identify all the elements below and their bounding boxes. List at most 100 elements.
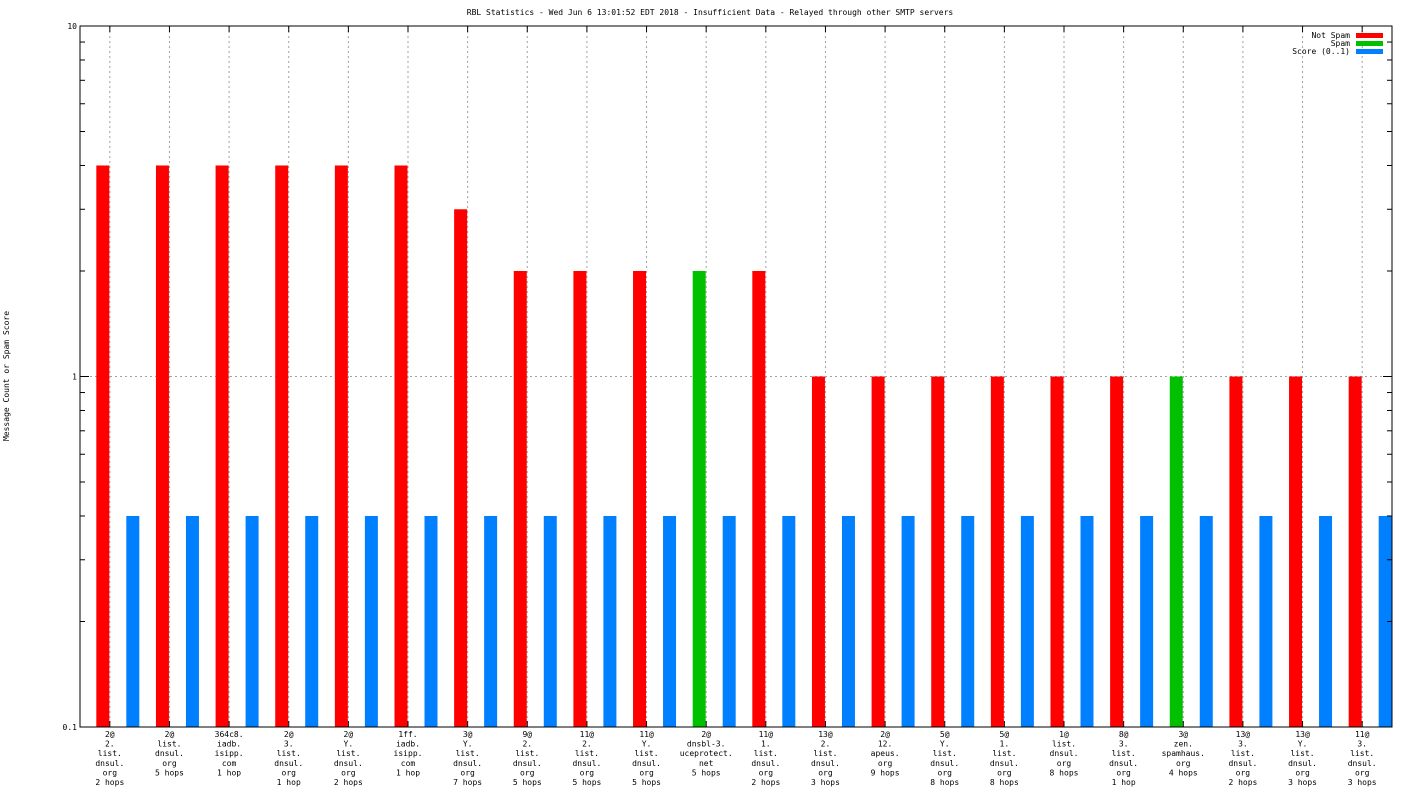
not-spam-bar (1289, 376, 1303, 727)
x-tick-label: 2@ dnsbl-3. uceprotect. net 5 hops (680, 730, 733, 777)
x-tick-label-line: list. (277, 749, 301, 758)
legend-swatch (1356, 41, 1383, 46)
x-tick-label-line: 7 hops (453, 778, 482, 787)
score-bar (782, 515, 796, 727)
bars (96, 165, 1392, 728)
score-bar (424, 515, 438, 727)
x-tick-label-line: 1@ (1059, 730, 1069, 739)
x-tick-label: 2@ list. dnsul. org 5 hops (155, 730, 184, 777)
not-spam-bar (931, 376, 945, 727)
x-tick-label-line: iadb. (396, 740, 420, 749)
x-tick-label-line: org (580, 768, 595, 777)
x-tick-label-line: 2 hops (751, 778, 780, 787)
x-tick-label-line: 1ff. (398, 730, 417, 739)
x-tick-label: 13@ Y. list. dnsul. org 3 hops (1288, 730, 1317, 787)
x-tick-label-line: com (222, 759, 237, 768)
not-spam-bar (752, 270, 766, 727)
x-tick-label-line: dnsul. (1348, 759, 1377, 768)
x-tick-label-line: 11@ (759, 730, 774, 739)
x-tick-label-line: 5 hops (155, 768, 184, 777)
x-tick-label-line: org (1355, 768, 1370, 777)
score-bar (484, 515, 498, 727)
x-tick-label-line: uceprotect. (680, 749, 733, 758)
x-tick-label-line: 2. (522, 740, 532, 749)
x-tick-label-line: org (282, 768, 297, 777)
x-tick-label-line: dnsul. (751, 759, 780, 768)
legend-swatch (1356, 49, 1383, 54)
x-tick-label-line: 12. (878, 740, 892, 749)
x-tick-label-line: 2@ (165, 730, 175, 739)
x-tick-label-line: dnsbl-3. (687, 740, 726, 749)
score-bar (1259, 515, 1273, 727)
x-tick-label-line: list. (515, 749, 539, 758)
x-tick-label-line: 3@ (1178, 730, 1188, 739)
x-tick-label-line: 2@ (880, 730, 890, 739)
x-tick-label-line: org (878, 759, 893, 768)
x-tick-label-line: dnsul. (632, 759, 661, 768)
legend-label: Spam (1331, 39, 1350, 48)
x-tick-label-line: 2@ (701, 730, 711, 739)
y-tick-label: 10 (67, 22, 77, 31)
x-tick-label-line: dnsul. (811, 759, 840, 768)
not-spam-bar (394, 165, 408, 727)
legend-swatch (1356, 33, 1383, 38)
x-tick-label-line: 2. (105, 740, 115, 749)
x-tick-label-line: 3. (284, 740, 294, 749)
x-tick-label-line: 11@ (639, 730, 654, 739)
score-bar (1378, 515, 1392, 727)
x-tick-label-line: org (520, 768, 535, 777)
x-tick-label-line: list. (1112, 749, 1136, 758)
score-bar (1140, 515, 1154, 727)
not-spam-bar (811, 376, 825, 727)
x-tick-label: 11@ 1. list. dnsul. org 2 hops (751, 730, 780, 787)
x-tick-label-line: 5 hops (572, 778, 601, 787)
x-tick-label-line: com (401, 759, 416, 768)
chart-title: RBL Statistics - Wed Jun 6 13:01:52 EDT … (467, 8, 954, 17)
x-tick-label-line: 9 hops (871, 768, 900, 777)
x-tick-label-line: dnsul. (572, 759, 601, 768)
x-tick-label-line: Y. (1298, 740, 1308, 749)
legend-label: Score (0..1) (1292, 47, 1350, 56)
x-tick-label-line: dnsul. (1109, 759, 1138, 768)
x-tick-label: 2@ Y. list. dnsul. org 2 hops (334, 730, 363, 787)
x-tick-label-line: dnsul. (1228, 759, 1257, 768)
x-tick-label-line: 2. (821, 740, 831, 749)
x-tick-label-line: Y. (463, 740, 473, 749)
y-tick-label: 0.1 (63, 723, 78, 732)
x-tick-label: 13@ 2. list. dnsul. org 3 hops (811, 730, 840, 787)
x-tick-label-line: list. (754, 749, 778, 758)
x-tick-label-line: 1 hop (277, 778, 301, 787)
x-tick-label-line: spamhaus. (1162, 749, 1205, 758)
not-spam-bar (334, 165, 348, 727)
x-tick-label: 2@ 12. apeus. org 9 hops (871, 730, 900, 777)
x-tick-label: 2@ 3. list. dnsul. org 1 hop (274, 730, 303, 787)
x-tick-label-line: 5 hops (692, 768, 721, 777)
x-tick-label-line: org (1057, 759, 1072, 768)
x-tick-label: 5@ 1. list. dnsul. org 8 hops (990, 730, 1019, 787)
x-tick-label-line: dnsul. (930, 759, 959, 768)
not-spam-bar (155, 165, 169, 727)
x-tick-label-line: dnsul. (155, 749, 184, 758)
x-tick-label-line: 2 hops (1228, 778, 1257, 787)
x-tick-label-line: 2 hops (334, 778, 363, 787)
x-tick-label-line: org (1116, 768, 1131, 777)
x-tick-label-line: dnsul. (1050, 749, 1079, 758)
not-spam-bar (454, 209, 468, 728)
x-tick-label-line: isipp. (394, 749, 423, 758)
score-bar (305, 515, 319, 727)
x-tick-label: 9@ 2. list. dnsul. org 5 hops (513, 730, 542, 787)
x-tick-label-line: org (759, 768, 774, 777)
score-bar (1020, 515, 1034, 727)
x-tick-label-line: 2 hops (95, 778, 124, 787)
x-tick-label: 3@ zen. spamhaus. org 4 hops (1162, 730, 1205, 777)
x-tick-label: 11@ Y. list. dnsul. org 5 hops (632, 730, 661, 787)
x-tick-label-line: 8@ (1119, 730, 1129, 739)
score-bar (722, 515, 736, 727)
x-tick-label-line: 3. (1238, 740, 1248, 749)
x-tick-label-line: 2@ (105, 730, 115, 739)
x-tick-label-line: 2@ (344, 730, 354, 739)
x-tick-label-line: dnsul. (513, 759, 542, 768)
x-tick-label-line: dnsul. (274, 759, 303, 768)
score-bar (841, 515, 855, 727)
